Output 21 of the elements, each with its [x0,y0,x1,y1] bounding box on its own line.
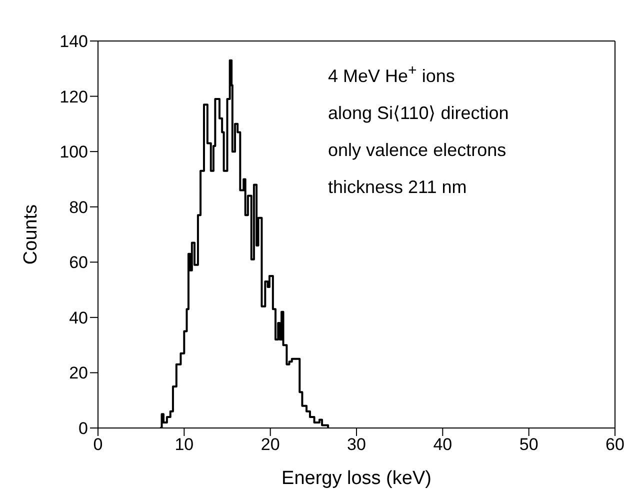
y-tick-label: 20 [69,364,88,383]
y-tick-label: 60 [69,253,88,272]
x-tick-label: 60 [606,435,624,454]
annotation: along Si⟨110⟩ direction [328,102,509,125]
y-tick-label: 140 [60,32,88,52]
annotation: 4 MeV He$^{+}$ ions [328,61,456,88]
x-tick-label: 0 [93,435,103,454]
annotation: thickness 211 nm [328,176,468,199]
y-tick-label: 40 [69,308,88,328]
x-tick-label: 50 [519,435,538,454]
y-tick-label: 100 [60,142,88,162]
y-tick-label: 0 [78,419,88,438]
y-tick-label: 120 [60,87,88,106]
annotation: only valence electrons [328,139,508,162]
y-axis-title: Counts [20,204,42,265]
y-tick-label: 80 [69,198,88,217]
x-tick-label: 20 [260,435,280,454]
x-tick-label: 30 [347,435,366,454]
x-tick-label: 10 [174,435,194,454]
x-tick-label: 40 [433,435,452,454]
x-axis-title: Energy loss (keV) [282,468,432,489]
